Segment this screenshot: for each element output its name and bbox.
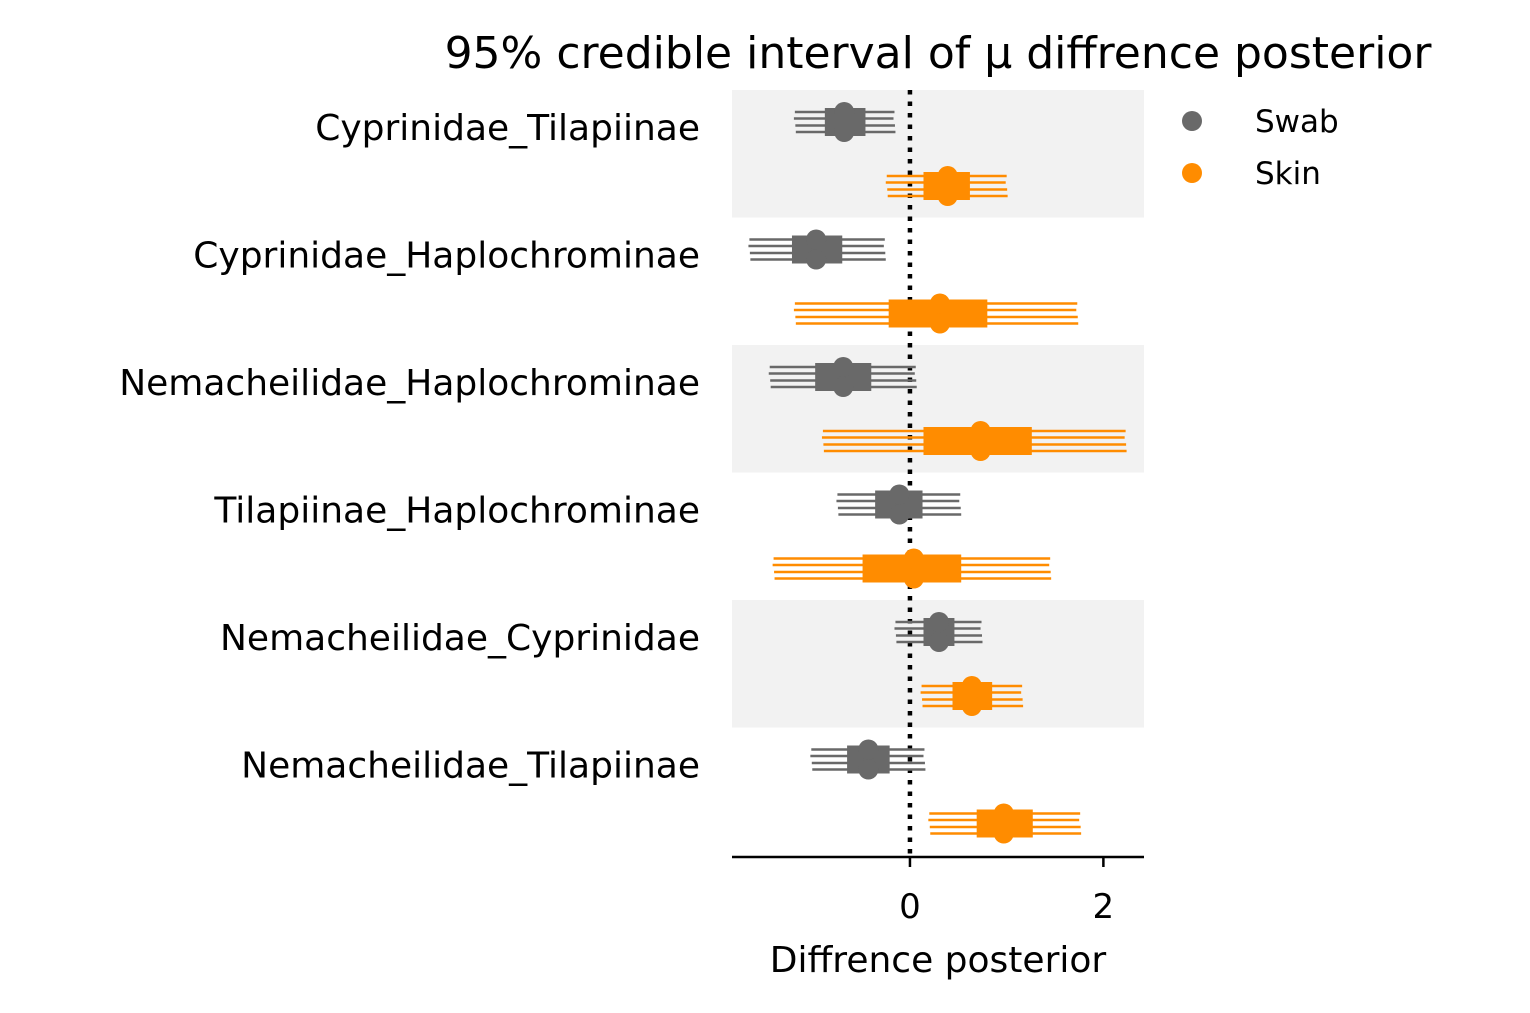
median-point <box>903 548 924 569</box>
legend-marker-swab <box>1182 111 1202 131</box>
median-point <box>834 122 855 142</box>
category-label: Tilapiinae_Haplochrominae <box>213 491 700 532</box>
median-point <box>903 568 924 589</box>
median-point <box>889 484 910 505</box>
series-swab <box>748 102 983 780</box>
median-point <box>970 441 991 461</box>
x-axis-label: Diffrence posterior <box>770 940 1107 981</box>
median-point <box>806 229 827 250</box>
median-point <box>834 102 855 122</box>
median-point <box>833 357 854 377</box>
median-point <box>833 377 854 397</box>
legend-label-skin: Skin <box>1255 156 1321 192</box>
series-skin <box>772 166 1127 844</box>
median-point <box>858 759 879 780</box>
category-label: Cyprinidae_Haplochrominae <box>193 236 700 277</box>
x-tick-label: 0 <box>899 887 921 927</box>
median-point <box>928 632 949 652</box>
median-point <box>970 421 991 441</box>
legend: Swab Skin <box>1182 104 1339 192</box>
median-point <box>961 696 982 716</box>
median-point <box>961 676 982 696</box>
category-label: Nemacheilidae_Cyprinidae <box>220 618 700 659</box>
category-labels: Cyprinidae_Tilapiinae Cyprinidae_Haplochr… <box>119 108 700 787</box>
median-point <box>929 293 950 314</box>
median-point <box>993 823 1014 844</box>
interval-marks <box>748 102 1127 844</box>
legend-label-swab: Swab <box>1255 104 1339 140</box>
median-point <box>929 313 950 334</box>
median-point <box>806 249 827 270</box>
category-label: Nemacheilidae_Tilapiinae <box>241 746 700 787</box>
x-tick-label: 2 <box>1093 887 1115 927</box>
median-point <box>928 612 949 632</box>
median-point <box>889 504 910 525</box>
median-point <box>937 186 958 206</box>
chart-title: 95% credible interval of μ diffrence pos… <box>445 28 1433 79</box>
legend-marker-skin <box>1182 163 1202 183</box>
category-label: Nemacheilidae_Haplochrominae <box>119 363 700 404</box>
median-point <box>993 803 1014 824</box>
median-point <box>937 166 958 186</box>
category-label: Cyprinidae_Tilapiinae <box>315 108 700 149</box>
median-point <box>858 739 879 760</box>
